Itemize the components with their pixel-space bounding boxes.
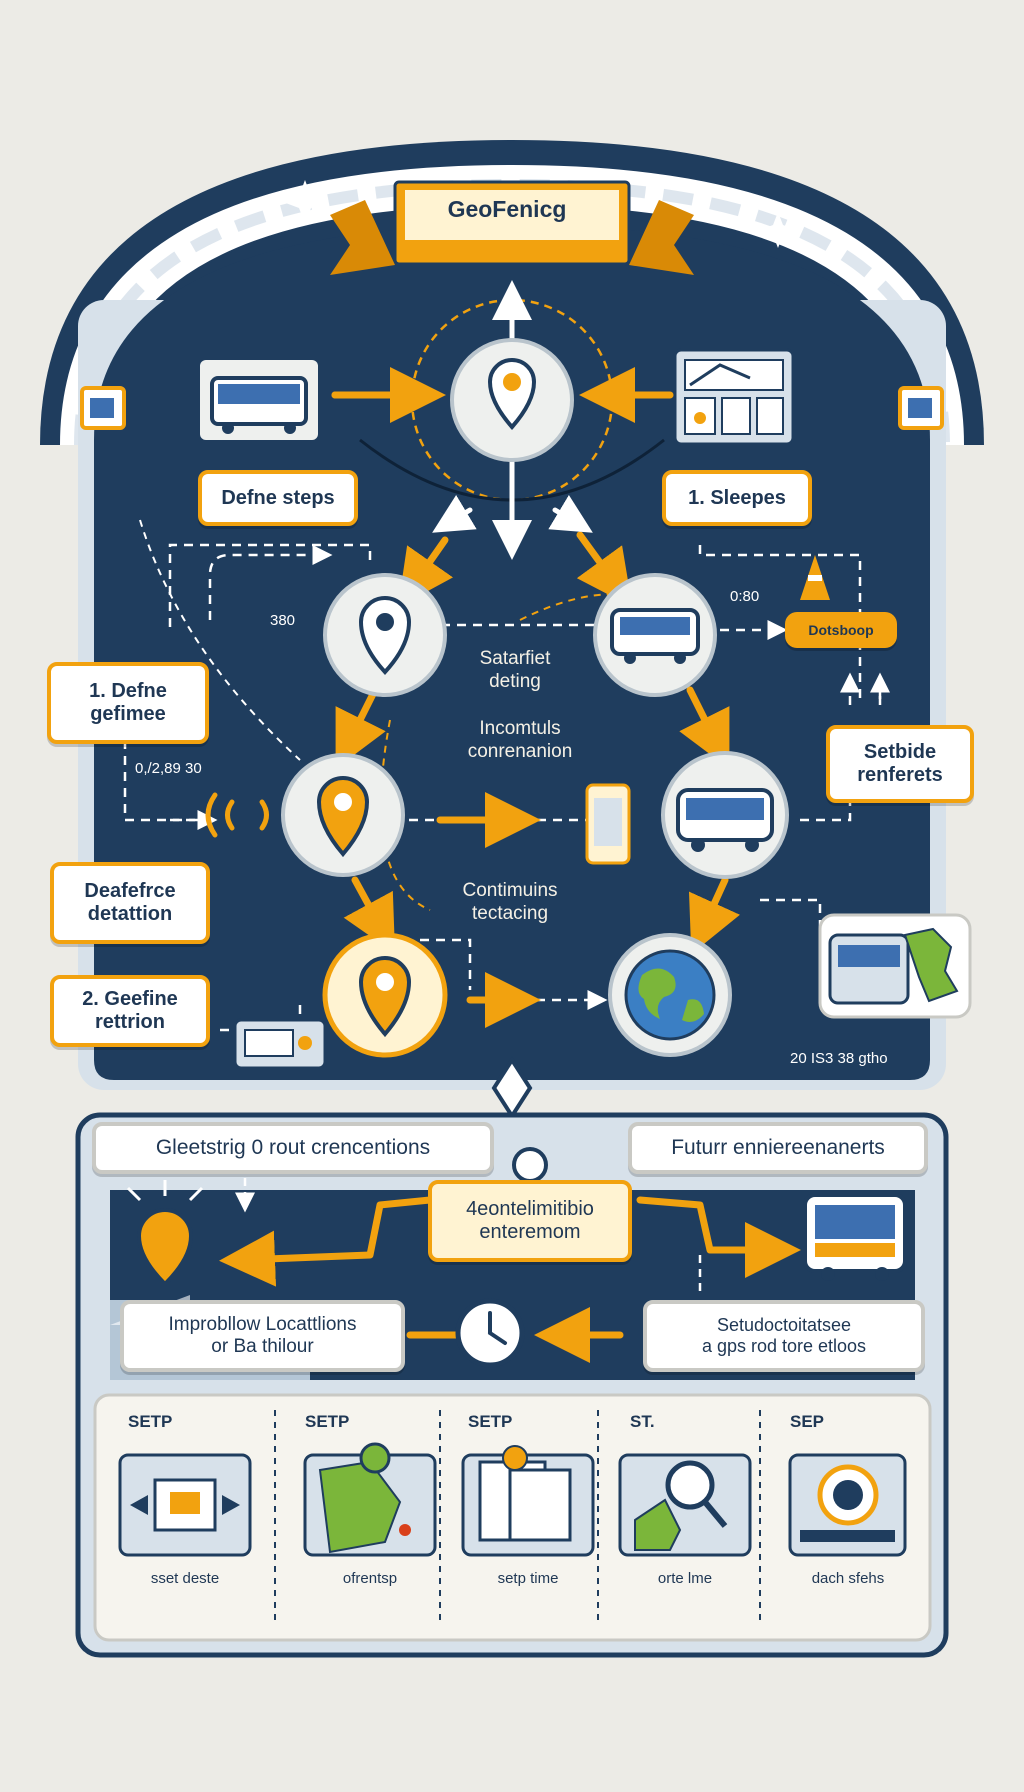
globe-node <box>608 933 732 1057</box>
label-steeps: 1. Sleepes <box>662 470 812 526</box>
bus-node-2 <box>661 751 789 879</box>
hub-node <box>450 338 574 462</box>
bus-map-card <box>818 913 972 1019</box>
step-1-icon <box>118 1453 252 1557</box>
step-4-caption: orte lme <box>657 1570 713 1587</box>
sparkle-icons <box>283 180 796 248</box>
label-improbilow: Improbllow Locattlions or Ba thilour <box>120 1300 405 1372</box>
step-2-caption: ofrentsp <box>342 1570 398 1587</box>
device-icon <box>233 1018 327 1070</box>
lower-connector-dot <box>512 1147 548 1183</box>
label-detection: Deafefrce detattion <box>50 862 210 944</box>
step-5-icon <box>788 1453 907 1557</box>
lightbulb-pin-icon <box>126 1180 204 1287</box>
step-5-title: SEP <box>790 1412 825 1431</box>
pin-node-2 <box>281 753 405 877</box>
cone-icon <box>800 555 830 600</box>
text-contimuins: Contimuins tectacing <box>462 880 558 924</box>
step-1-title: SETP <box>128 1412 173 1431</box>
small-text-coords: 0,/2,89 30 <box>135 760 202 777</box>
title-ribbon <box>330 180 694 275</box>
small-text-bottom: 20 IS3 38 gtho <box>790 1050 888 1067</box>
lower-arrows <box>219 1196 801 1363</box>
step-2-title: SETP <box>305 1412 350 1431</box>
step-1-caption: sset deste <box>150 1570 220 1587</box>
phone-icon <box>585 783 631 865</box>
label-define-steps: Defne steps <box>198 470 358 526</box>
step-4-title: ST. <box>630 1412 655 1431</box>
small-text-380: 380 <box>270 612 296 629</box>
label-future: Futurr enniereenanerts <box>628 1122 928 1174</box>
arch-corner-right <box>898 386 944 430</box>
label-gleetstrig: Gleetstrig 0 rout crencentions <box>92 1122 494 1174</box>
step-3-title: SETP <box>468 1412 513 1431</box>
small-text-080: 0:80 <box>730 588 760 605</box>
hub-arrows <box>432 280 593 560</box>
bus-card-top-left <box>200 360 318 440</box>
lower-dashed <box>235 1150 702 1295</box>
lower-bus-icon <box>803 1193 907 1281</box>
clock-icon <box>455 1298 525 1368</box>
banner-title: GeoFenicg <box>447 196 567 222</box>
pill-dotsboop: Dotsboop <box>785 612 897 648</box>
label-center: 4eontelimitibio enteremom <box>428 1180 632 1262</box>
signal-waves-icon <box>205 792 269 838</box>
pin-node-1 <box>323 573 447 697</box>
bus-node-1 <box>593 573 717 697</box>
label-reminders: Setbide renferets <box>826 725 974 803</box>
orange-arrows <box>331 367 740 1028</box>
text-incomtuls: Incomtuls conrenanion <box>467 718 573 762</box>
step-2-icon <box>303 1442 437 1557</box>
pin-node-3 <box>322 932 448 1058</box>
step-4-icon <box>618 1453 752 1557</box>
label-setudo: Setudoctoitatsee a gps rod tore etloos <box>643 1300 925 1372</box>
step-3-icon <box>461 1445 595 1557</box>
dashboard-card-top-right <box>673 348 795 446</box>
step-5-caption: dach sfehs <box>811 1570 885 1587</box>
step-3-caption: setp time <box>497 1570 559 1587</box>
text-satarfiet: Satarfiet deting <box>479 648 551 692</box>
label-define-geofence: 1. Defne gefimee <box>47 662 209 744</box>
label-retention: 2. Geefine rettrion <box>50 975 210 1047</box>
arch-corner-left <box>80 386 126 430</box>
